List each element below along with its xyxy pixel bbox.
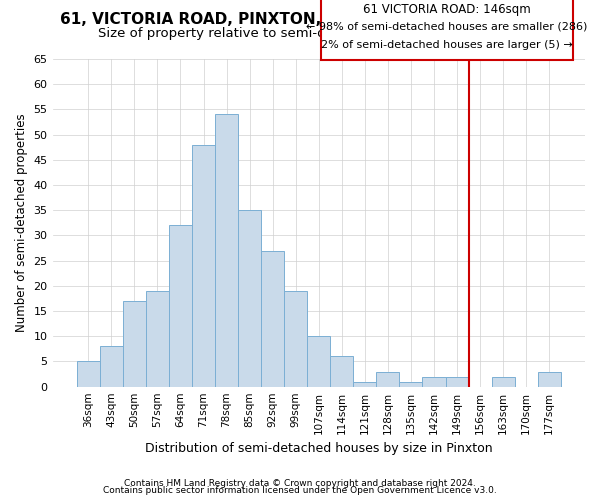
Bar bbox=[215, 114, 238, 386]
Text: Contains public sector information licensed under the Open Government Licence v3: Contains public sector information licen… bbox=[103, 486, 497, 495]
Bar bbox=[330, 356, 353, 386]
Text: Contains HM Land Registry data © Crown copyright and database right 2024.: Contains HM Land Registry data © Crown c… bbox=[124, 478, 476, 488]
Bar bbox=[422, 376, 446, 386]
Text: 2% of semi-detached houses are larger (5) →: 2% of semi-detached houses are larger (5… bbox=[321, 40, 573, 50]
Bar bbox=[100, 346, 123, 387]
Text: ← 98% of semi-detached houses are smaller (286): ← 98% of semi-detached houses are smalle… bbox=[307, 22, 587, 32]
Bar bbox=[376, 372, 400, 386]
Bar bbox=[261, 250, 284, 386]
Bar bbox=[169, 226, 192, 386]
Bar bbox=[307, 336, 330, 386]
Bar bbox=[284, 291, 307, 386]
Bar bbox=[123, 301, 146, 386]
X-axis label: Distribution of semi-detached houses by size in Pinxton: Distribution of semi-detached houses by … bbox=[145, 442, 493, 455]
Bar bbox=[446, 376, 469, 386]
Bar bbox=[538, 372, 561, 386]
Bar bbox=[77, 362, 100, 386]
Text: 61, VICTORIA ROAD, PINXTON, NOTTINGHAM, NG16 6NE: 61, VICTORIA ROAD, PINXTON, NOTTINGHAM, … bbox=[59, 12, 541, 28]
Bar bbox=[353, 382, 376, 386]
Bar bbox=[491, 376, 515, 386]
Y-axis label: Number of semi-detached properties: Number of semi-detached properties bbox=[15, 114, 28, 332]
Bar bbox=[400, 382, 422, 386]
Text: 61 VICTORIA ROAD: 146sqm: 61 VICTORIA ROAD: 146sqm bbox=[363, 2, 531, 16]
Bar bbox=[146, 291, 169, 386]
Text: Size of property relative to semi-detached houses in Pinxton: Size of property relative to semi-detach… bbox=[98, 28, 502, 40]
Bar bbox=[238, 210, 261, 386]
Bar bbox=[192, 144, 215, 386]
